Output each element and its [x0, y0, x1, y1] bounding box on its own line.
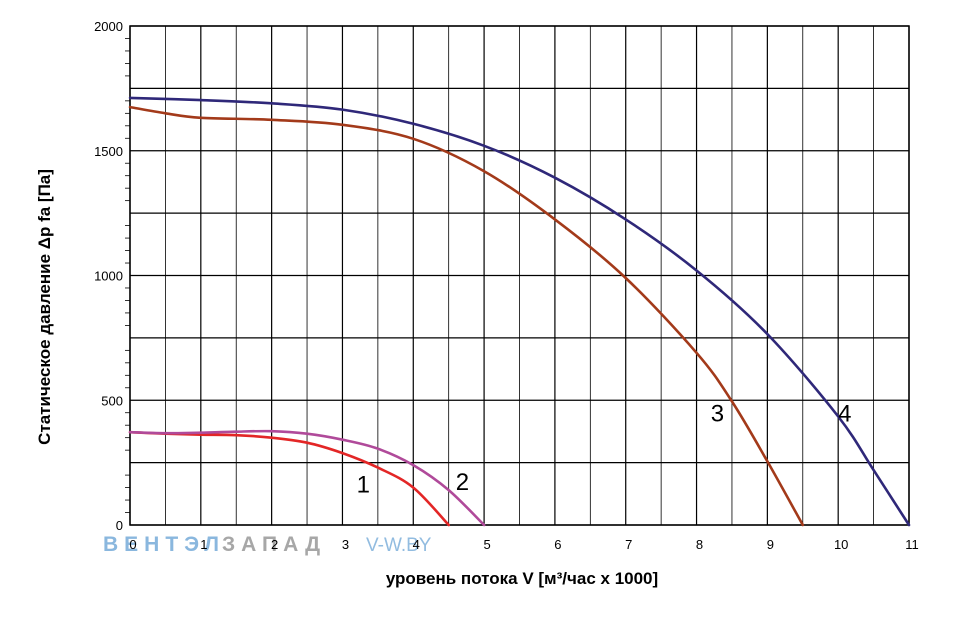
- x-tick-label: 6: [554, 537, 561, 552]
- curve-label-4: 4: [838, 400, 851, 427]
- x-tick-labels: 0 1 2 3 4 5 6 7 8 9 10 11: [129, 537, 918, 552]
- y-tick-label: 500: [101, 393, 123, 408]
- x-tick-label: 5: [483, 537, 490, 552]
- curve-labels: 1 2 3 4: [357, 400, 852, 498]
- y-tick-label: 1500: [94, 144, 123, 159]
- series-line-4: [128, 96, 911, 527]
- curve-label-1: 1: [357, 472, 370, 499]
- x-tick-label: 1: [200, 537, 207, 552]
- x-tick-label: 8: [696, 537, 703, 552]
- curve-label-3: 3: [711, 400, 724, 427]
- watermark-brand-part1: ВЕНТЭЛ: [103, 533, 225, 556]
- y-tick-label: 0: [116, 518, 123, 533]
- x-tick-label: 4: [413, 537, 420, 552]
- x-tick-label: 3: [342, 537, 349, 552]
- x-tick-label: 11: [905, 537, 919, 552]
- watermark: ВЕНТЭЛ ЗАПАД V-W.BY: [103, 533, 432, 556]
- y-tick-label: 1000: [94, 269, 123, 284]
- series-line-2: [128, 429, 486, 527]
- y-tick-labels: 0 500 1000 1500 2000: [94, 19, 123, 533]
- x-tick-label: 10: [834, 537, 848, 552]
- x-tick-label: 9: [767, 537, 774, 552]
- x-tick-label: 0: [129, 537, 136, 552]
- series: [128, 96, 911, 527]
- watermark-site: V-W.BY: [366, 535, 432, 556]
- y-axis-label: Статическое давление Δp fa [Па]: [35, 169, 54, 445]
- plot-frame: [129, 25, 910, 526]
- curve-label-2: 2: [456, 469, 469, 496]
- x-tick-label: 7: [625, 537, 632, 552]
- series-line-3: [128, 105, 805, 527]
- x-tick-label: 2: [271, 537, 278, 552]
- watermark-brand-part2: ЗАПАД: [222, 533, 326, 556]
- y-tick-label: 2000: [94, 19, 123, 34]
- x-axis-label: уровень потока V [м³/час x 1000]: [386, 569, 658, 588]
- series-line-1: [128, 430, 450, 527]
